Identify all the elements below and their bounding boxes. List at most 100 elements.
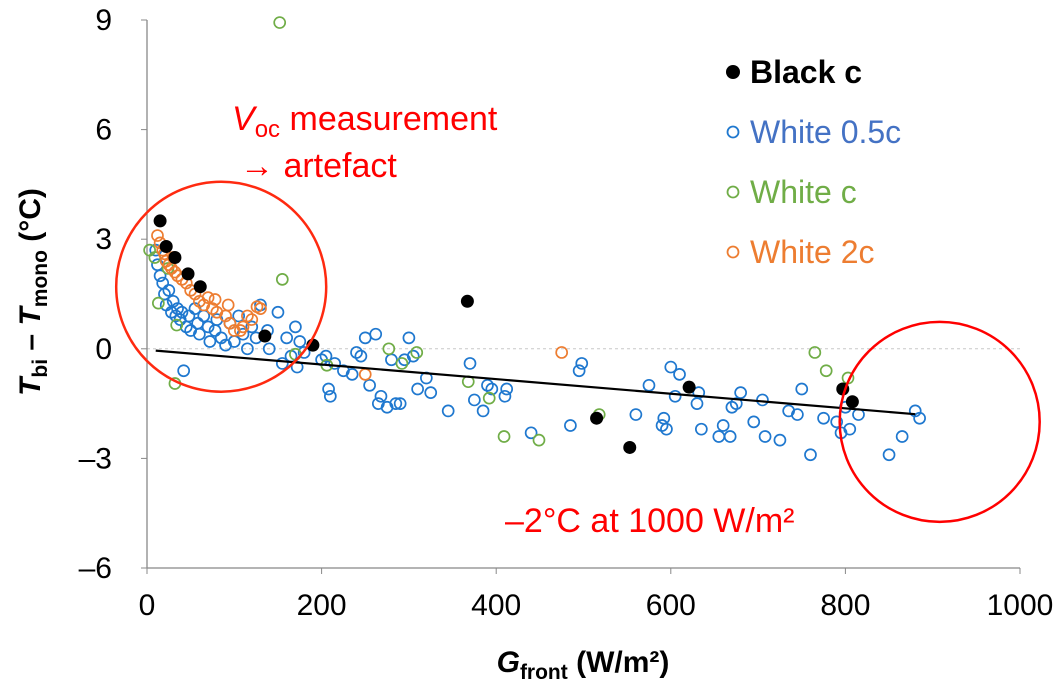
point-white-0-5c — [758, 430, 772, 443]
point-white-0-5c — [895, 430, 909, 443]
x-tick-label: 200 — [297, 589, 347, 622]
point-white-c — [410, 346, 424, 359]
point-white-0-5c — [424, 386, 438, 399]
point-white-c — [395, 357, 409, 370]
point-white-c — [170, 318, 184, 332]
point-black-c — [168, 250, 182, 264]
point-white-0-5c — [232, 309, 246, 323]
point-white-0-5c — [389, 397, 403, 410]
annotation-voc-line1: Voc measurement — [232, 100, 498, 143]
point-white-0-5c — [203, 335, 217, 348]
point-white-0-5c — [354, 349, 368, 363]
x-tick-label: 400 — [471, 589, 521, 622]
point-white-0-5c — [500, 382, 514, 396]
trendline-group — [155, 349, 916, 416]
point-white-0-5c — [690, 397, 704, 410]
y-tick-label: 6 — [95, 114, 112, 147]
point-white-0-5c — [695, 422, 708, 436]
point-white-0-5c — [668, 389, 682, 403]
point-white-0-5c — [328, 357, 342, 370]
x-axis-label: Gfront (W/m²) — [497, 646, 670, 684]
point-white-0-5c — [673, 368, 686, 381]
point-white-2c — [151, 229, 164, 242]
point-white-0-5c — [193, 327, 206, 341]
point-white-0-5c — [485, 382, 499, 396]
legend-label-white-0-5c: White 0.5c — [750, 114, 901, 150]
x-tick-label: 0 — [139, 589, 156, 622]
legend-marker-white-0-5c — [726, 125, 740, 139]
point-white-0-5c — [293, 335, 307, 348]
point-black-c — [258, 329, 272, 343]
point-white-0-5c — [177, 364, 191, 378]
point-white-0-5c — [358, 331, 372, 345]
point-white-2c — [208, 293, 222, 306]
point-white-0-5c — [374, 389, 388, 403]
point-white-0-5c — [411, 382, 424, 396]
point-white-0-5c — [262, 342, 276, 356]
point-white-c — [273, 16, 287, 29]
point-white-0-5c — [664, 360, 678, 374]
point-white-0-5c — [882, 448, 896, 462]
point-white-0-5c — [498, 389, 512, 403]
point-black-c — [159, 240, 173, 254]
y-axis-label: Tbi – Tmono (°C) — [14, 188, 52, 396]
annotation-circle-low-irradiance — [114, 180, 328, 393]
point-white-c — [482, 391, 496, 405]
point-white-0-5c — [201, 320, 215, 334]
point-white-2c — [221, 298, 235, 312]
point-white-c — [532, 433, 546, 447]
point-white-0-5c — [692, 386, 706, 399]
axes — [141, 19, 1021, 574]
point-white-0-5c — [629, 408, 643, 421]
point-white-0-5c — [241, 342, 254, 356]
point-black-c — [845, 395, 859, 409]
y-tick-label: 0 — [95, 333, 112, 366]
point-white-2c — [236, 320, 250, 334]
point-white-0-5c — [657, 411, 671, 425]
point-white-0-5c — [162, 283, 176, 297]
annotation-circle-high-irradiance — [838, 320, 1041, 524]
legend: Black c White 0.5c White c White 2c — [726, 54, 901, 270]
legend-marker-white-c — [726, 185, 740, 199]
point-black-c — [460, 294, 474, 308]
point-white-0-5c — [476, 404, 490, 418]
point-black-c — [181, 267, 195, 281]
y-tick-label: 3 — [95, 223, 112, 256]
point-white-0-5c — [363, 378, 376, 392]
point-white-0-5c — [441, 404, 455, 418]
point-white-0-5c — [716, 419, 730, 432]
point-black-c — [590, 411, 604, 425]
point-black-c — [682, 380, 696, 394]
point-white-0-5c — [182, 309, 196, 323]
point-white-0-5c — [280, 331, 294, 345]
tick-labels: 9 6 3 0 –3 –6 0 200 400 600 800 1000 — [79, 4, 1054, 622]
point-white-0-5c — [564, 419, 577, 432]
point-white-c — [497, 430, 511, 443]
point-white-0-5c — [747, 415, 761, 429]
point-white-c — [275, 273, 289, 286]
legend-marker-black-c — [726, 65, 740, 79]
legend-label-white-2c: White 2c — [750, 234, 874, 270]
x-tick-label: 600 — [646, 589, 696, 622]
point-white-0-5c — [463, 357, 477, 370]
point-white-2c — [234, 324, 247, 337]
legend-label-white-c: White c — [750, 174, 857, 210]
x-tick-label: 800 — [820, 589, 870, 622]
point-white-0-5c — [319, 349, 333, 363]
legend-marker-white-2c — [726, 245, 740, 259]
legend-label-black-c: Black c — [750, 54, 862, 90]
point-white-0-5c — [795, 382, 809, 396]
point-white-2c — [254, 302, 267, 315]
point-white-0-5c — [275, 357, 289, 370]
point-white-0-5c — [791, 408, 804, 421]
point-white-0-5c — [575, 357, 589, 370]
point-white-0-5c — [245, 320, 259, 334]
y-tick-label: –3 — [79, 442, 112, 475]
point-white-0-5c — [345, 368, 359, 381]
y-tick-label: –6 — [79, 552, 112, 585]
point-white-2c — [201, 291, 215, 305]
point-white-0-5c — [322, 382, 335, 396]
point-white-0-5c — [572, 364, 586, 378]
annotation-minus-2c: –2°C at 1000 W/m² — [505, 502, 794, 540]
